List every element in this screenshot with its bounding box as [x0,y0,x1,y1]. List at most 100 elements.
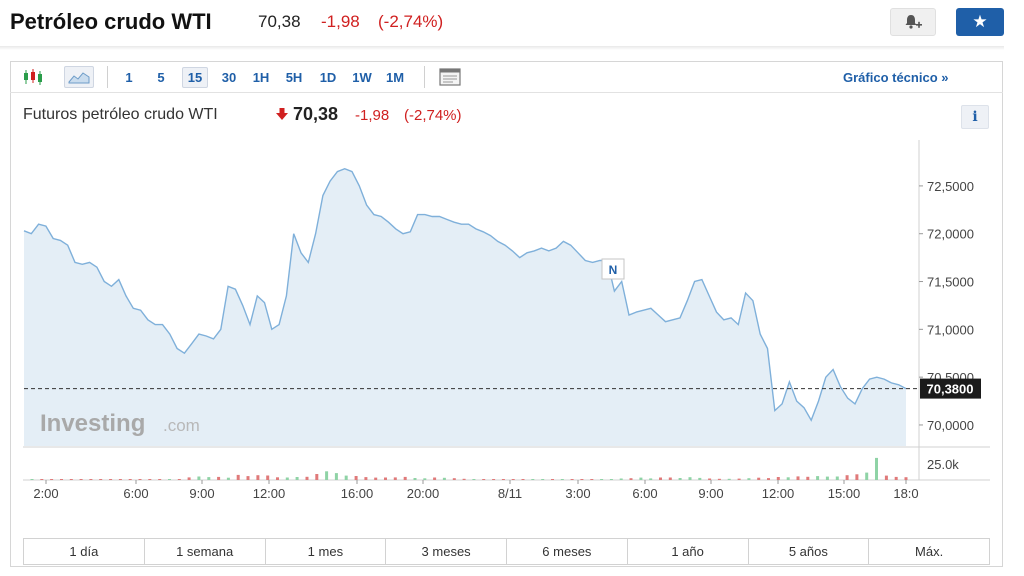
volume-bar [452,478,456,480]
volume-bar [256,475,260,480]
volume-bar [708,478,712,480]
volume-bar [177,479,181,480]
volume-bar [217,476,221,480]
range-5-years[interactable]: 5 años [749,539,870,564]
interval-1[interactable]: 1 [125,70,133,85]
volume-bar [118,479,122,480]
area-chart-button[interactable] [64,66,94,88]
volume-bar [884,475,888,480]
volume-bar [521,479,525,480]
news-marker-box [601,258,625,280]
current-price-tag: 70,3800 [920,378,981,399]
volume-axis-label: 25.0k [927,457,959,472]
volume-bar [30,479,34,480]
volume-bar [148,479,152,480]
volume-bar [462,478,466,480]
info-button[interactable]: i [961,105,989,129]
volume-bar [541,479,545,480]
news-marker[interactable]: N [601,258,625,280]
volume-bar [295,477,299,480]
x-tick-label: 9:00 [698,486,723,501]
current-price-tag-box [920,378,981,399]
range-1-day[interactable]: 1 día [24,539,145,564]
range-6-months[interactable]: 6 meses [507,539,628,564]
volume-bar [845,475,849,480]
volume-bar [99,479,103,480]
x-tick-label: 2:00 [33,486,58,501]
volume-bar [344,475,348,480]
volume-bar [629,478,633,480]
time-range-selector: 1 día 1 semana 1 mes 3 meses 6 meses 1 a… [23,538,990,565]
volume-bar [109,479,113,480]
add-to-watchlist-button[interactable]: ★ [956,8,1004,36]
volume-bar [334,473,338,480]
volume-bar [767,478,770,480]
volume-bar [393,477,397,480]
volume-bar [560,479,564,480]
volume-bar [776,477,780,480]
volume-bar [276,477,279,480]
volume-bar [384,477,387,480]
interval-30[interactable]: 30 [221,70,237,85]
chart-price-change-percent: (-2,74%) [404,107,462,124]
watermark-brand: Investing [40,410,145,437]
volume-bar [865,472,869,480]
volume-bar [315,474,319,480]
volume-bar [138,479,142,480]
interval-5h[interactable]: 5H [285,70,303,85]
interval-15[interactable]: 15 [182,67,208,88]
last-price: 70,38 [258,12,301,31]
chart-last-price: 70,38 [293,104,339,124]
technical-chart-link[interactable]: Gráfico técnico » [843,70,949,85]
volume-bar [698,477,702,480]
volume-bar [364,477,368,480]
volume-bar [266,475,270,480]
range-1-year[interactable]: 1 año [628,539,749,564]
volume-bar [403,476,407,480]
range-max[interactable]: Máx. [915,544,944,559]
volume-bar [79,479,83,480]
y-tick-label: 72,0000 [927,227,974,242]
x-tick-label: 8/11 [498,486,522,501]
volume-bar [737,478,741,480]
chart-price-change: -1,98 [355,107,390,124]
interval-1h[interactable]: 1H [252,70,270,85]
volume-bar [60,479,63,480]
candlestick-icon [24,69,42,85]
price-area [24,168,906,446]
volume-bar [413,478,417,480]
volume-bar [816,476,820,480]
range-1-month[interactable]: 1 mes [266,539,387,564]
volume-bar [226,477,230,480]
interval-1m[interactable]: 1M [385,70,405,85]
volume-bar [128,479,132,480]
volume-bar [354,476,358,480]
interval-1w[interactable]: 1W [352,70,372,85]
chart-instrument-name: Futuros petróleo crudo WTI [23,106,218,123]
interval-1d[interactable]: 1D [319,70,337,85]
area-chart-icon [68,72,90,84]
volume-bar [374,477,378,480]
volume-bar [501,479,505,480]
instrument-title: Petróleo crudo WTI [10,9,212,34]
x-tick-label: 6:00 [632,486,657,501]
volume-bar [551,479,554,480]
volume-bar [40,479,44,480]
x-tick-label: 12:00 [762,486,795,501]
current-price-label: 70,3800 [927,382,974,397]
volume-bar [727,478,731,480]
volume-bar [717,478,721,480]
interval-5[interactable]: 5 [157,70,165,85]
x-tick-label: 15:00 [828,486,861,501]
x-tick-label: 12:00 [253,486,286,501]
candlestick-chart-button[interactable] [20,66,46,88]
range-1-week[interactable]: 1 semana [145,539,266,564]
watermark-suffix: .com [163,416,200,435]
chart-settings-button[interactable] [437,66,463,88]
y-tick-label: 72,5000 [927,179,974,194]
add-alert-button[interactable] [890,8,936,36]
range-3-months[interactable]: 3 meses [386,539,507,564]
volume-bar [747,478,751,480]
y-tick-label: 71,0000 [927,322,974,337]
